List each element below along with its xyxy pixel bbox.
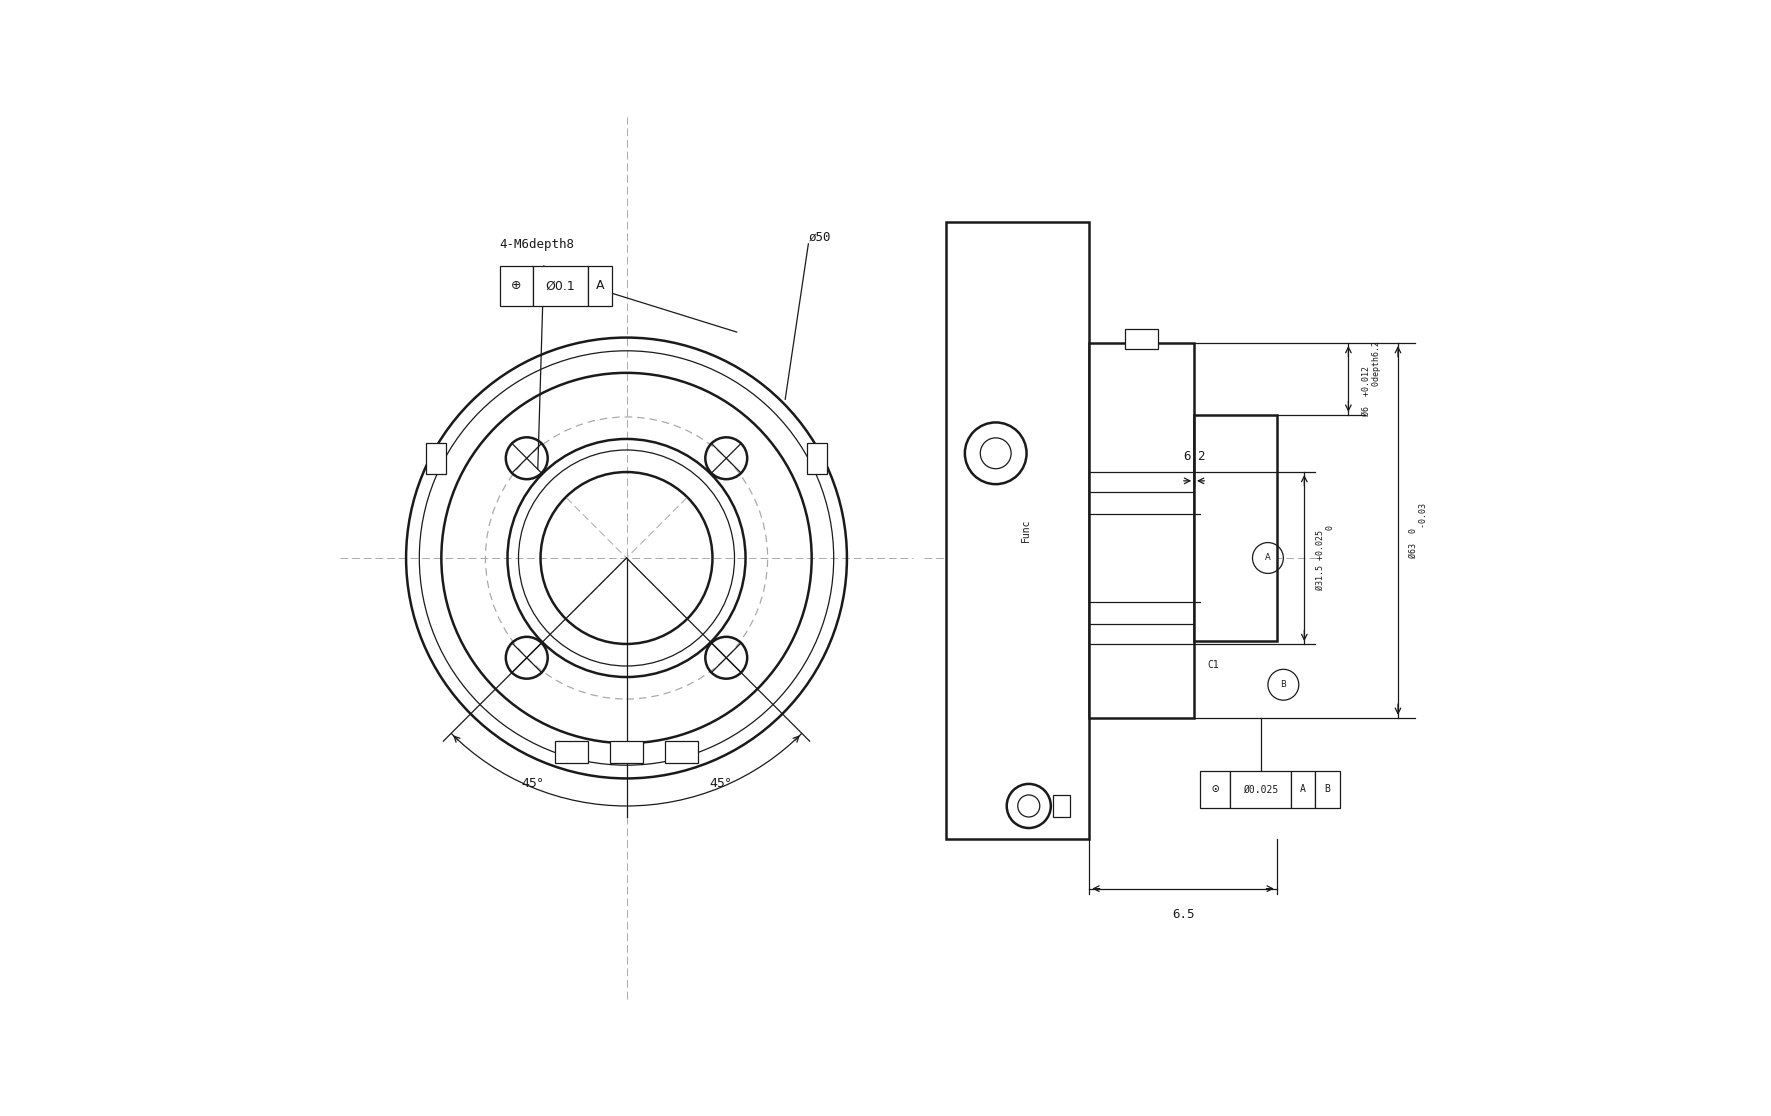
Text: A: A [1264, 554, 1272, 562]
Bar [946, 222, 1089, 839]
Text: Ø6  +0.012
      0depth6.2: Ø6 +0.012 0depth6.2 [1362, 341, 1381, 416]
Text: 6.2: 6.2 [1183, 450, 1206, 463]
Text: ø50: ø50 [808, 231, 831, 244]
Bar [588, 266, 613, 306]
Bar [425, 443, 446, 474]
Text: 4-M6depth8: 4-M6depth8 [499, 238, 576, 250]
Bar [609, 741, 643, 763]
Text: Ø0.025: Ø0.025 [1243, 785, 1279, 795]
Text: ⊙: ⊙ [1211, 783, 1218, 796]
Bar [1091, 348, 1192, 712]
Bar [554, 741, 588, 763]
Text: A: A [595, 279, 604, 292]
Bar [1089, 343, 1194, 718]
Bar [1054, 795, 1070, 817]
Bar [1231, 771, 1291, 808]
Bar [808, 443, 827, 474]
Bar [1125, 329, 1158, 348]
Text: 45°: 45° [708, 778, 731, 790]
Text: ⊕: ⊕ [512, 279, 521, 292]
Bar [533, 266, 588, 306]
Text: Ø31.5 +0.025
            0: Ø31.5 +0.025 0 [1316, 526, 1335, 590]
Text: Ø0.1: Ø0.1 [545, 279, 576, 292]
Text: B: B [1325, 785, 1330, 795]
Text: A: A [1300, 785, 1307, 795]
Text: 45°: 45° [522, 778, 544, 790]
Bar [499, 266, 533, 306]
Bar [1291, 771, 1316, 808]
Bar [1194, 415, 1277, 641]
Text: B: B [1280, 681, 1286, 690]
Text: Func: Func [1020, 519, 1031, 542]
Bar [666, 741, 698, 763]
Text: Ø63  0
      -0.03: Ø63 0 -0.03 [1410, 503, 1429, 558]
Bar [1316, 771, 1339, 808]
Text: 6.5: 6.5 [1172, 908, 1194, 922]
Text: C1: C1 [1208, 660, 1218, 670]
Bar [1199, 771, 1231, 808]
